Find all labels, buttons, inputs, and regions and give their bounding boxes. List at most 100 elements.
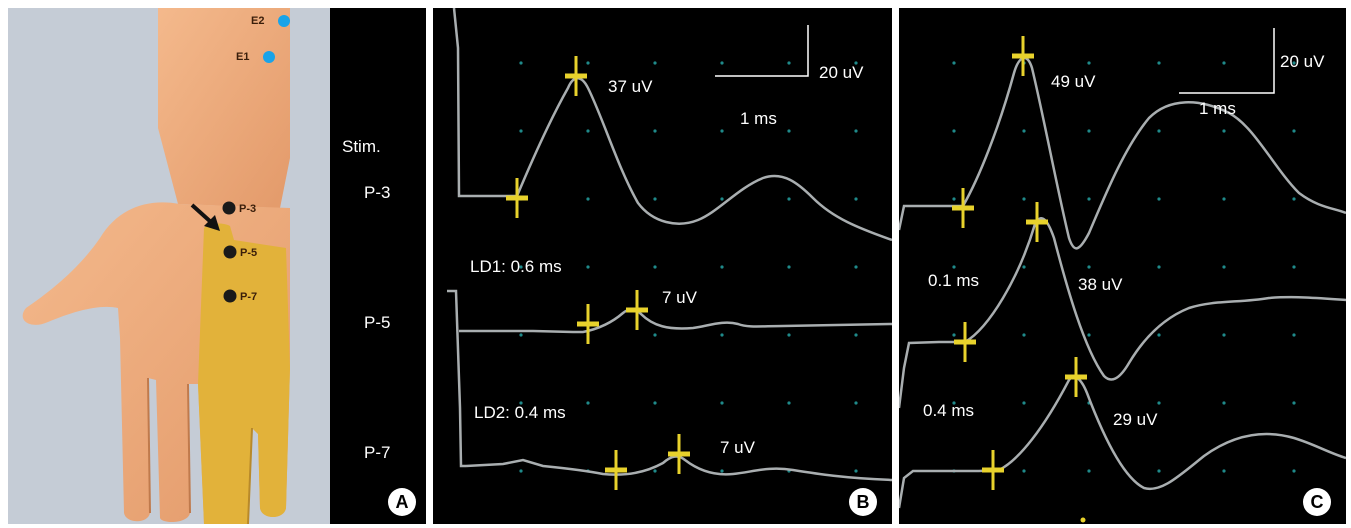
grid-dot	[1157, 61, 1161, 65]
grid-dot	[1292, 61, 1296, 65]
grid-dot	[787, 61, 791, 65]
grid-dot	[854, 129, 858, 133]
grid-dot	[1087, 61, 1091, 65]
latency-label-p5: 0.1 ms	[928, 271, 980, 290]
grid-dot	[653, 265, 657, 269]
cursor-markers	[952, 36, 1087, 523]
grid-dot	[1157, 469, 1161, 473]
stim-header: Stim.	[342, 137, 381, 156]
finger-crease	[187, 383, 191, 514]
cursor-marker	[668, 434, 690, 474]
electrode-label-e2: E2	[251, 15, 264, 27]
grid-dot	[1087, 469, 1091, 473]
electrode-e1-dot	[263, 51, 275, 63]
grid-dot	[720, 61, 724, 65]
electrode-label-e1: E1	[236, 51, 249, 63]
grid-dot	[787, 401, 791, 405]
scale-time-label: 1 ms	[1199, 99, 1236, 118]
latency-difference-2: LD2: 0.4 ms	[474, 403, 566, 422]
cursor-marker	[1065, 357, 1087, 397]
grid-dot	[1087, 333, 1091, 337]
grid-dot	[653, 333, 657, 337]
stim-point-label-p5: P-5	[240, 247, 257, 259]
grid-dot	[1022, 129, 1026, 133]
grid-dot	[787, 197, 791, 201]
cursor-marker	[1012, 36, 1034, 76]
grid-dot	[952, 61, 956, 65]
grid-dot	[1292, 129, 1296, 133]
amplitude-label-p3: 49 uV	[1051, 72, 1096, 91]
grid-dot	[720, 129, 724, 133]
amplitude-label-p7: 7 uV	[720, 438, 755, 457]
grid-dot	[653, 469, 657, 473]
finger-crease	[147, 377, 151, 514]
grid-dot	[1222, 197, 1226, 201]
grid-dot	[1292, 401, 1296, 405]
cursor-marker	[506, 178, 528, 218]
cursor-marker	[1026, 202, 1048, 242]
amplitude-label-p5: 7 uV	[662, 288, 697, 307]
trace-p5	[459, 308, 892, 334]
grid-dot	[653, 129, 657, 133]
scale-time-label: 1 ms	[740, 109, 777, 128]
grid-dot	[1022, 333, 1026, 337]
grid-dot	[586, 61, 590, 65]
grid-dot	[1087, 265, 1091, 269]
grid-dot	[952, 265, 956, 269]
cursor-marker	[565, 56, 587, 96]
grid-dot	[1292, 197, 1296, 201]
grid-dot	[1022, 401, 1026, 405]
panel-a: E2 E1 P-3 P-5 P-7 Stim. P-3 P-5 P-7 A	[8, 8, 426, 524]
grid-dot	[720, 265, 724, 269]
panel-c: 20 uV 1 ms 49 uV 0.1 ms 38 uV 0.4 ms 29 …	[899, 8, 1346, 524]
arrow-icon	[190, 203, 220, 231]
stim-label-p7: P-7	[364, 443, 391, 462]
hand-photo: E2 E1 P-3 P-5 P-7	[8, 8, 426, 524]
grid-dot	[720, 469, 724, 473]
grid-dot	[653, 61, 657, 65]
grid-dot	[1087, 129, 1091, 133]
grid-dot	[1157, 401, 1161, 405]
trace-p5	[899, 217, 1346, 409]
grid-dot	[787, 129, 791, 133]
grid-dot	[952, 333, 956, 337]
marker-dot	[1080, 517, 1086, 523]
grid-dot	[952, 197, 956, 201]
grid-dot	[720, 401, 724, 405]
grid-dot	[519, 129, 523, 133]
scale-amplitude-label: 20 uV	[819, 63, 864, 82]
grid-dot	[1222, 469, 1226, 473]
grid-dot	[1157, 197, 1161, 201]
stimulus-artifact	[447, 289, 466, 468]
electrode-e2-dot	[278, 15, 290, 27]
grid-dot	[1087, 197, 1091, 201]
grid-dot	[586, 129, 590, 133]
grid-dot	[519, 61, 523, 65]
grid-dot	[787, 333, 791, 337]
grid-dot	[1157, 129, 1161, 133]
stim-point-p3	[222, 201, 236, 215]
grid-dot	[586, 401, 590, 405]
grid-dot	[1022, 197, 1026, 201]
panel-badge-c: C	[1303, 488, 1331, 516]
grid-dot	[854, 197, 858, 201]
grid-dot	[519, 333, 523, 337]
panel-badge-b: B	[849, 488, 877, 516]
grid-dot	[952, 401, 956, 405]
grid-dot	[1222, 129, 1226, 133]
trace-p7	[899, 375, 1346, 509]
label-strip	[330, 8, 426, 524]
grid-dot	[1292, 265, 1296, 269]
stim-label-p3: P-3	[364, 183, 391, 202]
latency-difference-1: LD1: 0.6 ms	[470, 257, 562, 276]
grid-dot	[1222, 265, 1226, 269]
cursor-marker	[577, 304, 599, 344]
grid-dot	[854, 333, 858, 337]
amplitude-label-p7: 29 uV	[1113, 410, 1158, 429]
grid-dot	[854, 61, 858, 65]
trace-p3	[899, 56, 1346, 250]
grid-dot	[854, 401, 858, 405]
grid-dot	[519, 265, 523, 269]
grid-dot	[519, 469, 523, 473]
